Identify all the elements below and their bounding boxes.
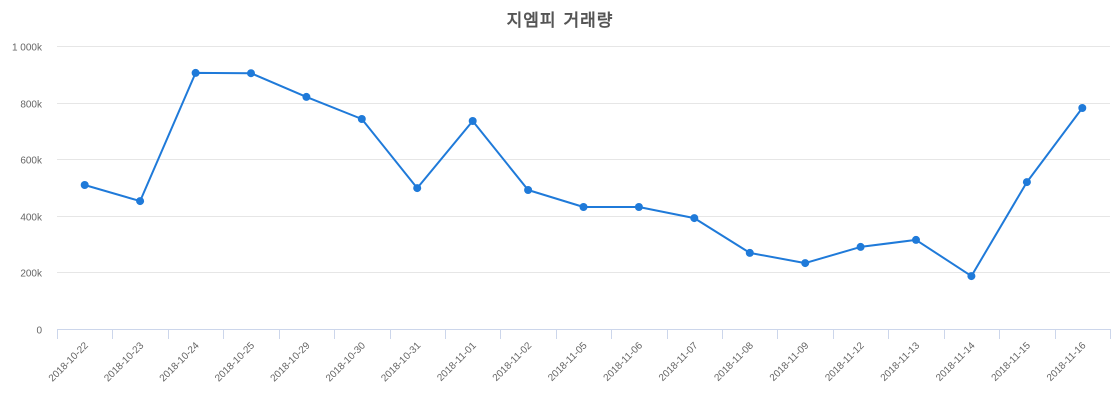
- series-line: [80, 68, 1087, 281]
- data-point-marker[interactable]: [468, 117, 477, 125]
- data-point-marker[interactable]: [136, 197, 145, 206]
- x-tick-label: 2018-11-09: [768, 340, 812, 384]
- data-point-marker[interactable]: [912, 235, 920, 244]
- data-point-marker[interactable]: [413, 184, 422, 193]
- data-point-marker[interactable]: [579, 203, 588, 211]
- x-tick-label: 2018-10-22: [47, 340, 91, 384]
- y-tick-label: 800k: [20, 100, 43, 111]
- y-tick-label: 200k: [20, 269, 43, 280]
- x-tick-label: 2018-10-31: [379, 340, 423, 384]
- y-tick-label: 0: [36, 326, 42, 337]
- data-point-marker[interactable]: [191, 68, 200, 77]
- data-point-marker[interactable]: [745, 248, 754, 257]
- y-axis: 0 200k 400k 600k 800k 1 000k: [12, 43, 43, 337]
- data-point-marker[interactable]: [801, 259, 810, 268]
- x-tick-label: 2018-11-08: [712, 340, 756, 384]
- x-tick-label: 2018-10-25: [213, 340, 257, 384]
- data-point-marker[interactable]: [967, 272, 976, 281]
- x-tick-label: 2018-11-16: [1045, 340, 1089, 384]
- data-point-marker[interactable]: [634, 203, 643, 211]
- x-tick-label: 2018-11-13: [879, 340, 923, 384]
- data-point-marker[interactable]: [302, 92, 311, 101]
- x-tick-label: 2018-10-29: [269, 340, 313, 384]
- data-point-marker[interactable]: [1078, 104, 1087, 112]
- x-tick-label: 2018-11-02: [491, 340, 535, 384]
- x-tick-label: 2018-11-12: [823, 340, 867, 384]
- y-tick-label: 400k: [20, 213, 43, 224]
- data-point-marker[interactable]: [357, 115, 366, 123]
- x-tick-label: 2018-11-15: [990, 340, 1034, 384]
- data-point-marker[interactable]: [1022, 178, 1031, 187]
- data-point-marker[interactable]: [524, 186, 533, 194]
- x-tick-label: 2018-11-14: [934, 340, 978, 384]
- x-tick-label: 2018-11-05: [546, 340, 590, 384]
- x-tick-label: 2018-11-07: [657, 340, 701, 384]
- x-axis: 2018-10-22 2018-10-23 2018-10-24 2018-10-25…: [47, 329, 1111, 384]
- chart-title: 지엠피 거래량: [506, 11, 614, 31]
- y-tick-label: 1 000k: [12, 43, 43, 54]
- data-point-marker[interactable]: [690, 214, 699, 223]
- x-tick-label: 2018-10-23: [102, 340, 146, 384]
- gridlines: [57, 46, 1110, 273]
- y-tick-label: 600k: [20, 156, 43, 167]
- data-point-marker[interactable]: [856, 242, 865, 251]
- x-tick-label: 2018-10-30: [324, 340, 368, 384]
- x-tick-label: 2018-11-01: [435, 340, 479, 384]
- data-point-marker[interactable]: [80, 181, 89, 189]
- data-point-marker[interactable]: [247, 69, 255, 78]
- x-tick-label: 2018-10-24: [158, 340, 202, 384]
- x-tick-label: 2018-11-06: [602, 340, 646, 384]
